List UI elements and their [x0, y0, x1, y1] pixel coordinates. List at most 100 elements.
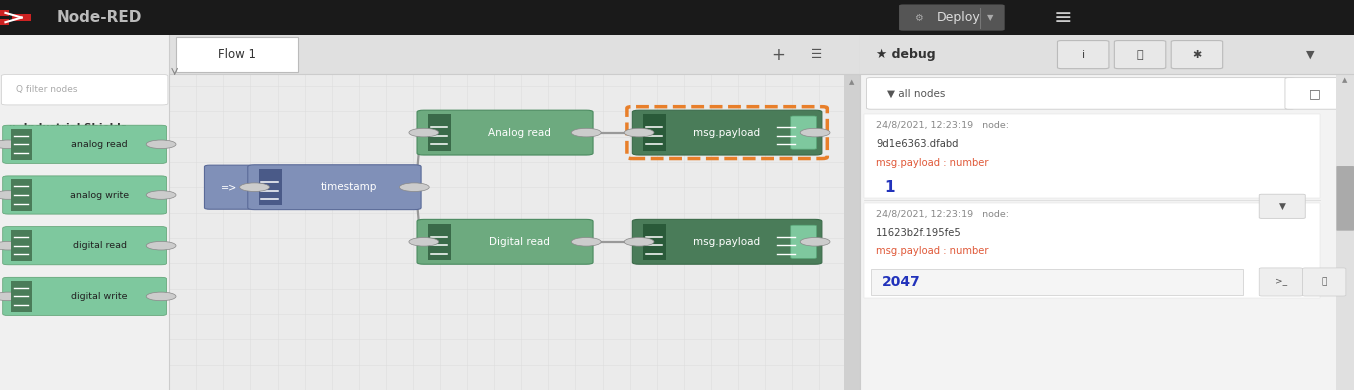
Text: ⧉: ⧉	[1322, 277, 1327, 287]
FancyBboxPatch shape	[1114, 41, 1166, 69]
FancyBboxPatch shape	[11, 129, 32, 160]
Text: 24/8/2021, 12:23:19   node:: 24/8/2021, 12:23:19 node:	[876, 121, 1009, 130]
Text: ☰: ☰	[811, 48, 822, 61]
FancyBboxPatch shape	[864, 203, 1320, 298]
FancyBboxPatch shape	[632, 219, 822, 264]
Text: ∨  Industrial Shields: ∨ Industrial Shields	[8, 123, 127, 133]
Circle shape	[571, 238, 601, 246]
FancyBboxPatch shape	[417, 219, 593, 264]
FancyBboxPatch shape	[1, 74, 168, 105]
Text: Deploy: Deploy	[937, 11, 980, 24]
FancyBboxPatch shape	[1259, 194, 1305, 218]
Text: 2047: 2047	[881, 275, 921, 289]
FancyBboxPatch shape	[1285, 78, 1345, 109]
Text: digital write: digital write	[72, 292, 127, 301]
Circle shape	[624, 238, 654, 246]
Text: ≡: ≡	[1053, 7, 1072, 28]
FancyBboxPatch shape	[176, 37, 298, 72]
Text: analog write: analog write	[70, 190, 129, 200]
FancyBboxPatch shape	[428, 115, 451, 151]
Circle shape	[399, 183, 429, 191]
Text: msg.payload : number: msg.payload : number	[876, 158, 988, 168]
Text: ⚙: ⚙	[914, 12, 922, 23]
Text: ▲: ▲	[849, 79, 854, 85]
Text: Digital read: Digital read	[490, 237, 550, 247]
FancyBboxPatch shape	[0, 0, 1354, 35]
Text: +: +	[772, 46, 785, 64]
Text: digital read: digital read	[73, 241, 126, 250]
Text: 11623b2f.195fe5: 11623b2f.195fe5	[876, 228, 961, 238]
FancyBboxPatch shape	[0, 19, 9, 25]
Circle shape	[146, 191, 176, 199]
FancyBboxPatch shape	[1171, 41, 1223, 69]
FancyBboxPatch shape	[864, 114, 1320, 198]
Circle shape	[800, 238, 830, 246]
Circle shape	[0, 292, 23, 301]
Text: ▲: ▲	[1342, 77, 1347, 83]
Text: msg.payload: msg.payload	[693, 237, 760, 247]
Text: =>: =>	[221, 182, 237, 192]
Text: i: i	[1082, 50, 1085, 60]
FancyBboxPatch shape	[428, 223, 451, 260]
Text: msg.payload : number: msg.payload : number	[876, 246, 988, 257]
Text: 24/8/2021, 12:23:19   node:: 24/8/2021, 12:23:19 node:	[876, 210, 1009, 219]
FancyBboxPatch shape	[248, 165, 421, 210]
Text: analog read: analog read	[72, 140, 127, 149]
FancyBboxPatch shape	[871, 269, 1243, 295]
FancyBboxPatch shape	[1336, 166, 1354, 231]
FancyBboxPatch shape	[169, 35, 860, 74]
Circle shape	[146, 140, 176, 149]
Text: ✱: ✱	[1193, 50, 1201, 60]
Circle shape	[0, 241, 23, 250]
FancyBboxPatch shape	[791, 225, 816, 258]
Circle shape	[409, 238, 439, 246]
Text: 9d1e6363.dfabd: 9d1e6363.dfabd	[876, 139, 959, 149]
Circle shape	[409, 128, 439, 137]
Circle shape	[624, 128, 654, 137]
Text: >_: >_	[1275, 277, 1286, 287]
FancyBboxPatch shape	[1303, 268, 1346, 296]
Text: Flow 1: Flow 1	[218, 48, 256, 61]
FancyBboxPatch shape	[11, 281, 32, 312]
Circle shape	[0, 191, 23, 199]
Text: Analog read: Analog read	[489, 128, 551, 138]
FancyBboxPatch shape	[259, 169, 282, 205]
Text: Node-RED: Node-RED	[57, 10, 142, 25]
FancyBboxPatch shape	[860, 35, 1354, 390]
FancyBboxPatch shape	[867, 78, 1294, 109]
FancyBboxPatch shape	[1259, 268, 1303, 296]
Text: ▼: ▼	[1307, 50, 1315, 60]
Text: Q filter nodes: Q filter nodes	[16, 85, 77, 94]
FancyBboxPatch shape	[169, 74, 860, 390]
FancyBboxPatch shape	[3, 227, 167, 265]
FancyBboxPatch shape	[0, 10, 9, 16]
FancyBboxPatch shape	[844, 74, 860, 390]
FancyBboxPatch shape	[860, 35, 1354, 74]
FancyBboxPatch shape	[11, 179, 32, 211]
FancyBboxPatch shape	[632, 110, 822, 155]
Text: ▼: ▼	[987, 13, 992, 22]
Text: ▼: ▼	[1278, 202, 1286, 211]
Text: msg.payload: msg.payload	[693, 128, 760, 138]
Circle shape	[146, 241, 176, 250]
FancyBboxPatch shape	[1057, 41, 1109, 69]
Text: ⧉: ⧉	[1137, 50, 1143, 60]
FancyBboxPatch shape	[3, 176, 167, 214]
FancyBboxPatch shape	[791, 116, 816, 149]
FancyBboxPatch shape	[3, 125, 167, 163]
Circle shape	[571, 128, 601, 137]
Text: ▼ all nodes: ▼ all nodes	[887, 89, 945, 98]
Text: □: □	[1309, 87, 1320, 100]
FancyBboxPatch shape	[417, 110, 593, 155]
Text: 1: 1	[884, 180, 895, 195]
FancyBboxPatch shape	[11, 230, 32, 261]
Circle shape	[146, 292, 176, 301]
Text: ★ debug: ★ debug	[876, 48, 936, 61]
FancyBboxPatch shape	[204, 165, 253, 209]
FancyBboxPatch shape	[643, 115, 666, 151]
FancyBboxPatch shape	[899, 4, 1005, 31]
FancyBboxPatch shape	[12, 14, 31, 21]
FancyBboxPatch shape	[0, 35, 169, 390]
FancyBboxPatch shape	[1336, 74, 1354, 390]
Circle shape	[800, 128, 830, 137]
